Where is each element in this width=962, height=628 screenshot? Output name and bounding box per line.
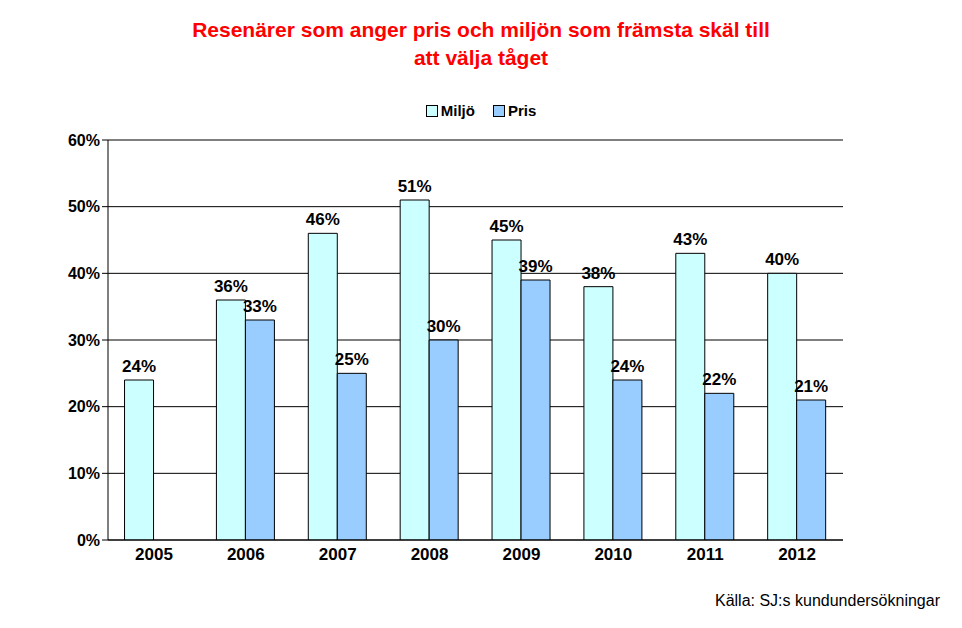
svg-text:38%: 38%: [581, 264, 615, 283]
svg-text:24%: 24%: [610, 357, 644, 376]
svg-text:50%: 50%: [68, 198, 100, 215]
svg-text:2012: 2012: [778, 545, 816, 564]
svg-text:40%: 40%: [68, 265, 100, 282]
svg-text:51%: 51%: [398, 177, 432, 196]
svg-text:60%: 60%: [68, 132, 100, 149]
html-text:Källa: SJ:s kundundersökningar: Källa: SJ:s kundundersökningar: [715, 592, 940, 609]
svg-text:43%: 43%: [673, 230, 707, 249]
svg-text:24%: 24%: [122, 357, 156, 376]
svg-text:0%: 0%: [77, 532, 100, 549]
svg-text:46%: 46%: [306, 210, 340, 229]
svg-text:45%: 45%: [490, 217, 524, 236]
svg-text:2005: 2005: [135, 545, 173, 564]
svg-text:20%: 20%: [68, 398, 100, 415]
svg-text:25%: 25%: [335, 350, 369, 369]
svg-text:36%: 36%: [214, 277, 248, 296]
svg-text:30%: 30%: [427, 317, 461, 336]
svg-text:30%: 30%: [68, 332, 100, 349]
html-text:Miljö: Miljö: [440, 102, 475, 119]
svg-text:22%: 22%: [702, 370, 736, 389]
svg-text:2007: 2007: [319, 545, 357, 564]
svg-text:2006: 2006: [227, 545, 265, 564]
html-text:Pris: Pris: [507, 102, 537, 119]
svg-text:33%: 33%: [243, 297, 277, 316]
svg-text:2010: 2010: [594, 545, 632, 564]
svg-text:2009: 2009: [503, 545, 541, 564]
svg-text:2008: 2008: [411, 545, 449, 564]
svg-text:21%: 21%: [794, 377, 828, 396]
html-text:Resenärer som anger pris och m: Resenärer som anger pris och miljön som …: [192, 18, 770, 69]
svg-text:10%: 10%: [68, 465, 100, 482]
svg-text:40%: 40%: [765, 250, 799, 269]
svg-text:2011: 2011: [687, 545, 724, 564]
svg-text:39%: 39%: [519, 257, 553, 276]
